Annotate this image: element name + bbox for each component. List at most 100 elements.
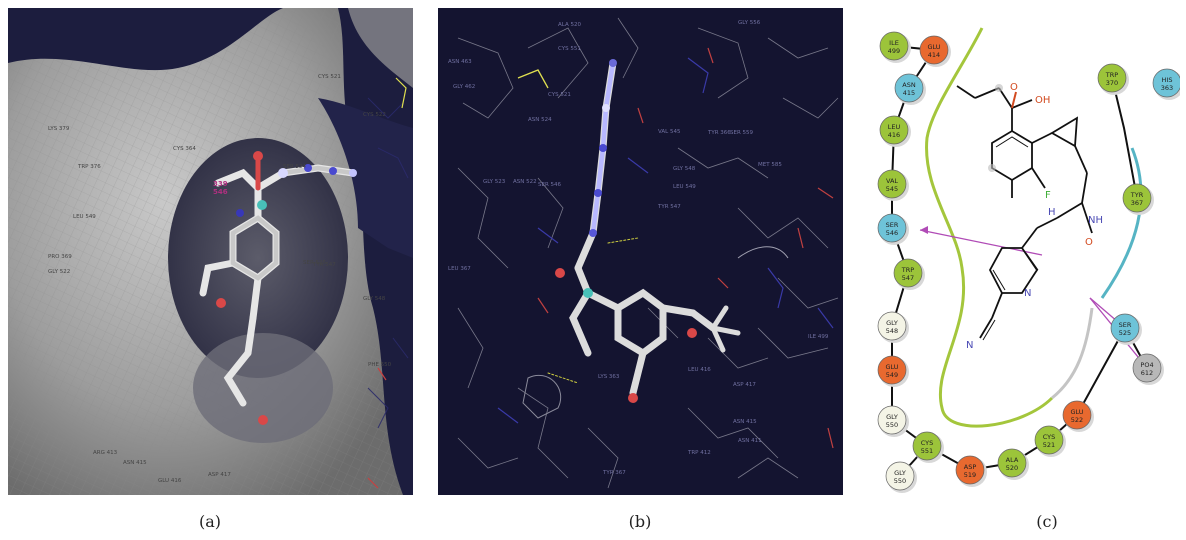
svg-text:TRP: TRP (1105, 71, 1118, 79)
atom-f: F (1045, 190, 1051, 201)
solvent-exposure-marker (988, 164, 996, 172)
svg-text:ASN: ASN (902, 81, 916, 89)
ligand-tag: 339 (213, 180, 228, 188)
atom-n-ring: N (1024, 288, 1031, 299)
binding-pose-render: ALA 520 CYS 551 ASN 463 GLY 462 CYS 521 … (438, 8, 843, 495)
svg-text:550: 550 (894, 477, 906, 485)
panel-b-label: ILE 499 (808, 334, 829, 340)
panel-b-label: SER 546 (538, 182, 562, 188)
panel-b-label: CYS 551 (558, 46, 581, 52)
pocket-outline-hydrophobic (925, 27, 1054, 428)
svg-text:546: 546 (886, 229, 898, 237)
atom-n-nitrile: N (966, 340, 973, 351)
caption-a: (a) (198, 512, 222, 531)
panel-a-label: GLY 522 (48, 269, 70, 275)
hbond-lines (919, 226, 1148, 369)
panel-b-label: ASN 411 (738, 438, 762, 444)
panel-b-label: LEU 549 (673, 184, 696, 190)
panel-b-label: LEU 416 (688, 367, 711, 373)
panel-a-label: PHE 550 (368, 362, 392, 368)
svg-text:548: 548 (886, 327, 898, 335)
svg-text:PO4: PO4 (1140, 361, 1153, 369)
panel-b-label: TYR 366 (707, 130, 731, 136)
panel-a-surface-view: LYS 379 TRP 376 CYS 364 SER 524 TYR 547 … (8, 8, 413, 495)
svg-text:520: 520 (1006, 464, 1018, 472)
svg-text:VAL: VAL (886, 177, 898, 185)
panel-b-label: ALA 520 (558, 22, 581, 28)
svg-text:LEU: LEU (888, 123, 901, 131)
svg-text:551: 551 (921, 447, 933, 455)
svg-text:ASP: ASP (964, 463, 977, 471)
panel-b-label: GLY 556 (738, 20, 761, 26)
svg-text:549: 549 (886, 371, 898, 379)
svg-text:550: 550 (886, 421, 898, 429)
svg-text:ILE: ILE (889, 39, 899, 47)
panel-b-label: CYS 521 (548, 92, 571, 98)
panel-b-label: ASN 415 (733, 419, 757, 425)
panel-c-interaction-diagram: OH F H NH O N N O ILE 499 GLU 414 ASN 415 LEU 4… (862, 8, 1180, 495)
surface-render: LYS 379 TRP 376 CYS 364 SER 524 TYR 547 … (8, 8, 413, 495)
caption-c: (c) (1036, 512, 1058, 531)
svg-text:GLU: GLU (927, 43, 940, 51)
atom-o: O (1085, 237, 1093, 248)
panel-a-label: LYS 379 (48, 126, 70, 132)
svg-text:CYS: CYS (1043, 433, 1056, 441)
panel-b-label: SER 559 (730, 130, 754, 136)
panel-a-label: GLU 416 (158, 478, 182, 484)
svg-text:519: 519 (964, 471, 976, 479)
ligand-2d-structure (956, 85, 1093, 341)
panel-a-label: TRP 376 (77, 164, 101, 170)
svg-text:414: 414 (928, 51, 940, 59)
panel-a-label: TYR 547 (312, 262, 336, 268)
svg-text:363: 363 (1161, 84, 1173, 92)
svg-text:499: 499 (888, 47, 900, 55)
pocket-outline-polar (1100, 147, 1143, 299)
panel-a-label: LEU 549 (73, 214, 96, 220)
panel-a-label: CYS 364 (173, 146, 196, 152)
panel-b-label: ASN 524 (528, 117, 552, 123)
panel-b-label: LEU 367 (448, 266, 471, 272)
svg-text:GLY: GLY (886, 319, 898, 327)
ligand-b (547, 59, 741, 403)
panel-a-label: ASP 417 (208, 472, 231, 478)
ligand-a (199, 151, 357, 425)
panel-a-label: CYS 522 (363, 112, 386, 118)
panel-b-label: GLY 462 (453, 84, 475, 90)
panel-b-label: TRP 412 (687, 450, 711, 456)
panel-b-label: GLY 548 (673, 166, 696, 172)
panel-b-label: VAL 545 (658, 129, 681, 135)
svg-text:370: 370 (1106, 79, 1118, 87)
panel-a-label: PRO 369 (48, 254, 72, 260)
panel-b-label: TYR 367 (602, 470, 626, 476)
panel-a-label: ARG 413 (93, 450, 118, 456)
panel-a-label: SER 524 (283, 164, 307, 170)
svg-text:SER: SER (886, 221, 899, 229)
svg-text:416: 416 (888, 131, 900, 139)
svg-text:415: 415 (903, 89, 915, 97)
panel-b-label: ASN 463 (448, 59, 472, 65)
svg-text:GLY: GLY (894, 469, 906, 477)
svg-text:TYR: TYR (1130, 191, 1144, 199)
svg-text:O: O (1010, 82, 1018, 93)
panel-a-label: ASN 415 (123, 460, 147, 466)
svg-text:ALA: ALA (1006, 456, 1019, 464)
svg-text:GLU: GLU (1070, 408, 1083, 416)
svg-text:367: 367 (1131, 199, 1143, 207)
panel-b-label: TYR 547 (657, 204, 681, 210)
